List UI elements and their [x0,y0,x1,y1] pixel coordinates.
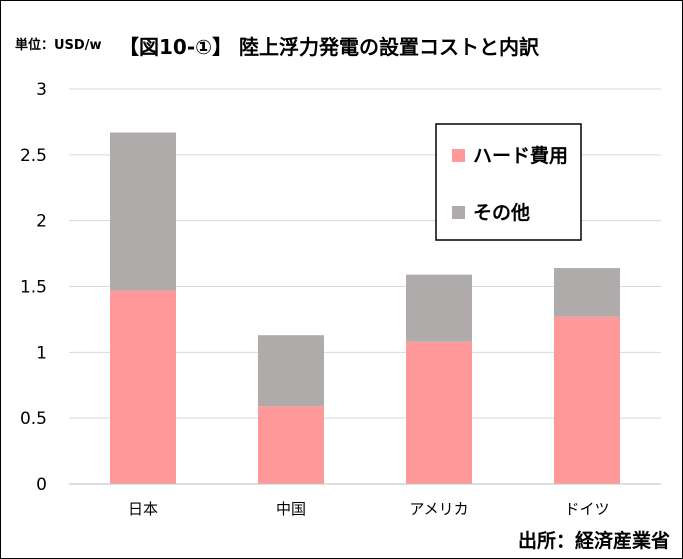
legend-label: ハード費用 [473,144,568,167]
y-tick-label: 2.5 [20,146,47,166]
bar-segment [406,274,472,342]
y-tick-label: 2 [36,212,47,232]
x-category-label: ドイツ [564,500,609,518]
y-axis: 0 0.5 1 1.5 2 2.5 3 [20,80,47,495]
legend-swatch [452,149,465,162]
x-category-label: 日本 [128,500,158,518]
y-tick-label: 1 [36,343,47,363]
x-category-label: 中国 [276,500,306,518]
unit-label: 単位：USD/w [15,38,102,53]
y-tick-label: 1.5 [20,278,47,298]
bar-segment [554,316,620,484]
bars [110,132,620,484]
legend-box [435,123,582,241]
y-tick-label: 3 [36,80,47,100]
chart-title: 【図10-①】 陸上浮力発電の設置コストと内訳 [119,35,540,59]
bar-segment [258,335,324,407]
y-tick-label: 0.5 [20,409,47,429]
bar-segment [554,268,620,317]
legend-swatch [452,206,465,219]
bar-segment [110,132,176,291]
bar-segment [110,290,176,484]
x-category-label: アメリカ [409,500,468,518]
bar-segment [406,341,472,484]
source-note: 出所：経済産業省 [517,530,670,552]
y-tick-label: 0 [36,475,47,495]
bar-segment [258,406,324,484]
x-axis: 日本 中国 アメリカ ドイツ [69,483,661,518]
legend-label: その他 [473,201,530,224]
